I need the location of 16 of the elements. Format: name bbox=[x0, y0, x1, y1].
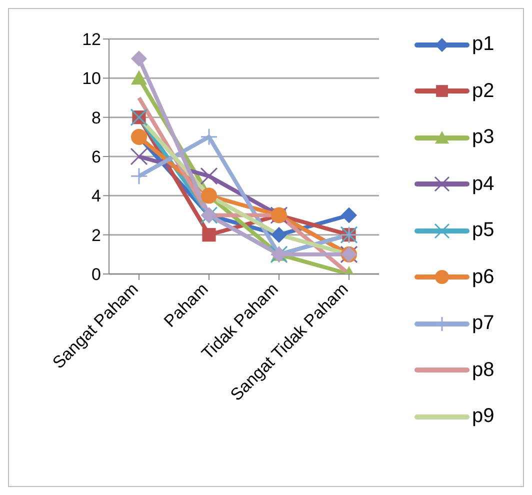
legend-label: p4 bbox=[472, 172, 494, 196]
y-tick-label: 8 bbox=[92, 108, 101, 128]
legend-label: p7 bbox=[472, 312, 494, 335]
y-tick-label: 2 bbox=[92, 226, 101, 245]
legend-label: p2 bbox=[472, 80, 494, 102]
y-tick-label: 6 bbox=[92, 148, 101, 167]
legend-label: p5 bbox=[472, 219, 494, 242]
legend-label: p3 bbox=[472, 126, 494, 149]
y-tick-label: 4 bbox=[92, 186, 101, 206]
y-tick-label: 10 bbox=[82, 69, 101, 88]
y-tick-label: 0 bbox=[92, 265, 101, 284]
legend-label: p8 bbox=[472, 358, 494, 382]
legend-label: p6 bbox=[472, 266, 494, 288]
legend-label: p9 bbox=[472, 405, 494, 428]
legend-label: p1 bbox=[472, 33, 494, 56]
y-tick-label: 12 bbox=[82, 30, 101, 50]
